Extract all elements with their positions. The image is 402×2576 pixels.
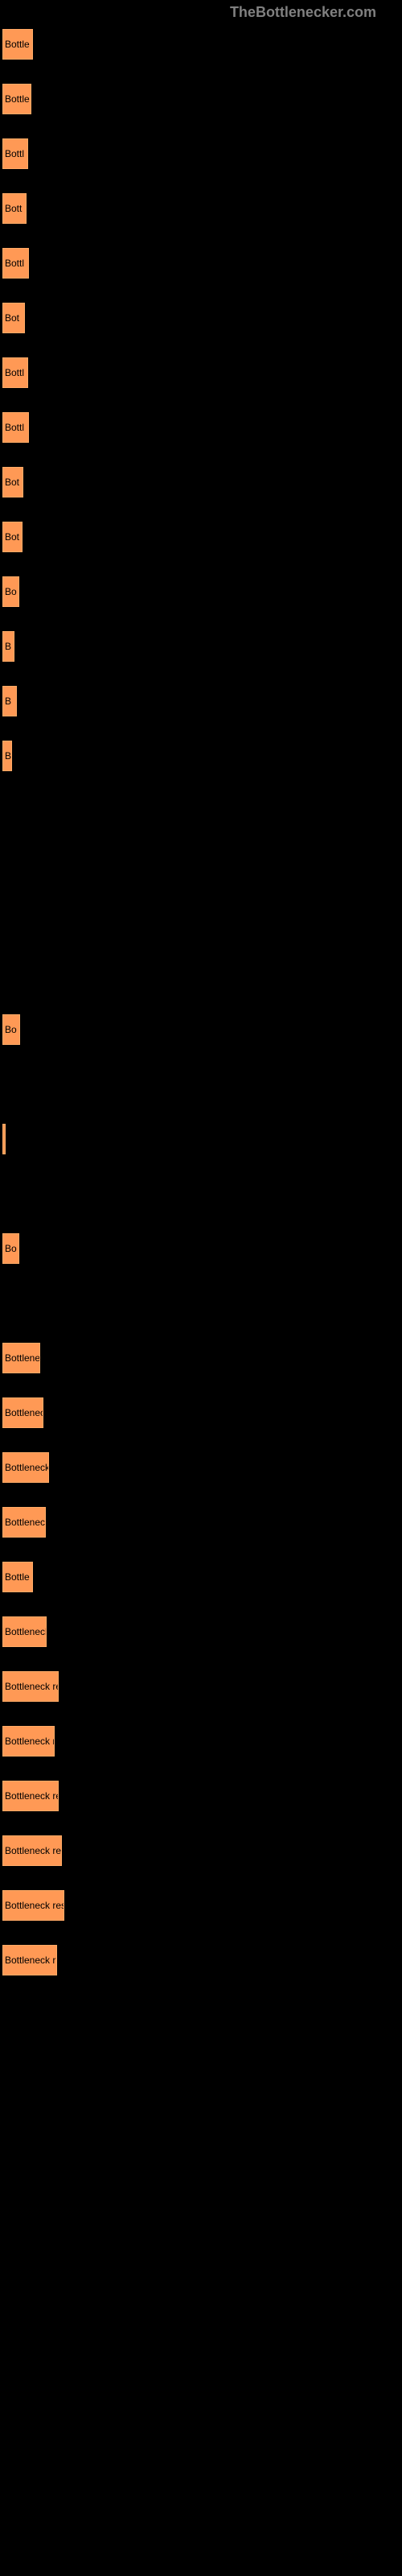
- bar-item: B: [2, 741, 12, 771]
- bar-label: Bottleneck res: [5, 1845, 62, 1856]
- bar-row: Bo: [0, 576, 402, 607]
- bar-row: Bottl: [0, 138, 402, 169]
- bar-row: Bottl: [0, 412, 402, 443]
- bar-item: B: [2, 631, 14, 662]
- bar-label: Bottleneck res: [5, 1900, 64, 1911]
- bar-row: Bottle: [0, 1562, 402, 1592]
- bar-label: Bott: [5, 203, 22, 214]
- bar-row: Bottleneck re: [0, 1671, 402, 1702]
- bar-label: B: [5, 696, 11, 707]
- bar-label: Bo: [5, 1024, 17, 1035]
- bar-row: Bo: [0, 1233, 402, 1264]
- bar-item: Bottl: [2, 357, 28, 388]
- bar-item: Bottleneck res: [2, 1835, 62, 1866]
- bar-row: B: [0, 686, 402, 716]
- bar-item: Bottle: [2, 29, 33, 60]
- bar-item: Bo: [2, 1233, 19, 1264]
- bar-row: Bottle: [0, 29, 402, 60]
- bar-label: Bottl: [5, 148, 24, 159]
- bar-label: Bottlenec: [5, 1407, 43, 1418]
- bar-row: Bottl: [0, 248, 402, 279]
- bar-label: Bottl: [5, 367, 24, 378]
- bar-item: Bottlenec: [2, 1397, 43, 1428]
- site-title: TheBottlenecker.com: [230, 4, 376, 20]
- bar-item: Bottl: [2, 248, 29, 279]
- bar-row: Bottleneck: [0, 1616, 402, 1647]
- bar-item: Bottleneck re: [2, 1671, 59, 1702]
- bar-label: B: [5, 750, 11, 762]
- bar-row: [0, 850, 402, 881]
- bar-item: Bottleneck res: [2, 1890, 64, 1921]
- bar-label: Bottlenec: [5, 1517, 45, 1528]
- bar-label: Bottleneck: [5, 1626, 47, 1637]
- bar-row: Bottleneck r: [0, 1726, 402, 1757]
- bar-item: Bot: [2, 303, 25, 333]
- bar-label: Bottleneck: [5, 1462, 49, 1473]
- bar-label: Bottleneck r: [5, 1955, 55, 1966]
- bar-item: Bo: [2, 576, 19, 607]
- bar-item: Bottlenec: [2, 1507, 46, 1538]
- bar-item: Bottleneck: [2, 1616, 47, 1647]
- bar-row: Bottle: [0, 84, 402, 114]
- bar-row: Bottleneck re: [0, 1781, 402, 1811]
- bar-label: Bot: [5, 312, 19, 324]
- bar-label: Bottl: [5, 422, 24, 433]
- bar-item: Bottleneck: [2, 1452, 49, 1483]
- bar-item: Bottleneck re: [2, 1781, 59, 1811]
- bar-row: B: [0, 741, 402, 771]
- bar-label: Bo: [5, 1243, 17, 1254]
- bar-row: Bottleneck res: [0, 1890, 402, 1921]
- bar-label: Bottl: [5, 258, 24, 269]
- bar-row: [0, 905, 402, 935]
- bar-label: Bottle: [5, 93, 30, 105]
- bar-item: Bottle: [2, 1562, 33, 1592]
- bar-item: Bottleneck r: [2, 1945, 57, 1975]
- bar-row: Bot: [0, 467, 402, 497]
- bar-row: Bottlenec: [0, 1507, 402, 1538]
- bar-row: [0, 1069, 402, 1100]
- bar-label: Bo: [5, 586, 17, 597]
- bar-item: B: [2, 686, 17, 716]
- bar-chart: Bottle Bottle Bottl Bott Bottl Bot Bottl Bottl B…: [0, 29, 402, 1975]
- bar-label: Bottle: [5, 39, 30, 50]
- bar-item: Bottlene: [2, 1343, 40, 1373]
- bar-item: Bot: [2, 467, 23, 497]
- bar-label: Bottlene: [5, 1352, 40, 1364]
- bar-row: [0, 1124, 402, 1154]
- bar-item: Bo: [2, 1014, 20, 1045]
- bar-item: Bottle: [2, 84, 31, 114]
- bar-row: Bottleneck: [0, 1452, 402, 1483]
- bar-row: Bottl: [0, 357, 402, 388]
- bar-label: B: [5, 641, 11, 652]
- bar-label: Bottleneck re: [5, 1790, 59, 1802]
- bar-label: Bottleneck r: [5, 1736, 55, 1747]
- bar-row: [0, 795, 402, 826]
- bar-label: Bot: [5, 531, 19, 543]
- bar-item: Bottleneck r: [2, 1726, 55, 1757]
- bar-row: B: [0, 631, 402, 662]
- bar-label: Bottle: [5, 1571, 30, 1583]
- bar-row: Bottlenec: [0, 1397, 402, 1428]
- bar-row: Bo: [0, 1014, 402, 1045]
- bar-row: Bott: [0, 193, 402, 224]
- bar-row: Bottleneck r: [0, 1945, 402, 1975]
- bar-row: Bot: [0, 522, 402, 552]
- bar-row: [0, 1179, 402, 1209]
- bar-row: Bot: [0, 303, 402, 333]
- bar-item: Bottl: [2, 138, 28, 169]
- bar-item: Bot: [2, 522, 23, 552]
- bar-row: Bottlene: [0, 1343, 402, 1373]
- bar-item: Bottl: [2, 412, 29, 443]
- bar-row: Bottleneck res: [0, 1835, 402, 1866]
- bar-item: [2, 1124, 6, 1154]
- bar-label: Bottleneck re: [5, 1681, 59, 1692]
- bar-row: [0, 960, 402, 990]
- bar-label: Bot: [5, 477, 19, 488]
- bar-row: [0, 1288, 402, 1319]
- bar-item: Bott: [2, 193, 27, 224]
